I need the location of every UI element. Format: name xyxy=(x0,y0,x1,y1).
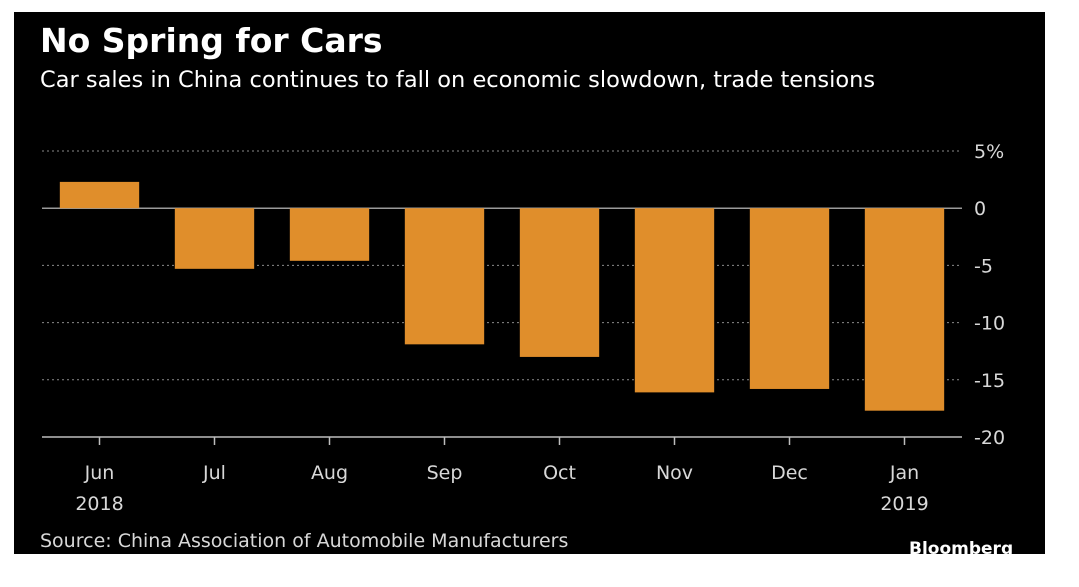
bar xyxy=(634,208,715,393)
bar xyxy=(749,208,830,389)
y-tick-label: -5 xyxy=(974,255,993,277)
bar xyxy=(289,208,370,261)
bar xyxy=(404,208,485,345)
source-note: Source: China Association of Automobile … xyxy=(40,530,569,552)
x-tick-label: Jul xyxy=(202,462,226,484)
bar xyxy=(59,181,140,209)
x-tick-label: Dec xyxy=(771,462,808,484)
y-tick-label: -15 xyxy=(974,370,1005,392)
chart-subtitle: Car sales in China continues to fall on … xyxy=(40,67,876,93)
x-tick-label: Oct xyxy=(543,462,576,484)
bar xyxy=(864,208,945,411)
bloomberg-logo: Bloomberg xyxy=(909,539,1014,554)
bar-chart: 5% 0 -5 -10 -15 -20 Jun 2018 Jul Aug Sep Oct Nov Dec J… xyxy=(42,141,1005,515)
chart-panel: No Spring for Cars Car sales in China co… xyxy=(14,12,1045,554)
chart-title: No Spring for Cars xyxy=(40,21,383,60)
y-tick-label: -20 xyxy=(974,427,1005,449)
y-tick-label: -10 xyxy=(974,313,1005,335)
x-tick-year-label: 2018 xyxy=(75,493,123,515)
x-tick-label: Jun xyxy=(84,462,115,484)
x-tick-label: Nov xyxy=(656,462,693,484)
x-tick-year-label: 2019 xyxy=(880,493,928,515)
y-tick-label: 0 xyxy=(974,198,986,220)
x-tick-label: Sep xyxy=(427,462,463,484)
bar xyxy=(519,208,600,357)
x-tick-label: Aug xyxy=(311,462,348,484)
bar xyxy=(174,208,255,269)
y-tick-label: 5% xyxy=(974,141,1004,163)
x-tick-label: Jan xyxy=(889,462,919,484)
